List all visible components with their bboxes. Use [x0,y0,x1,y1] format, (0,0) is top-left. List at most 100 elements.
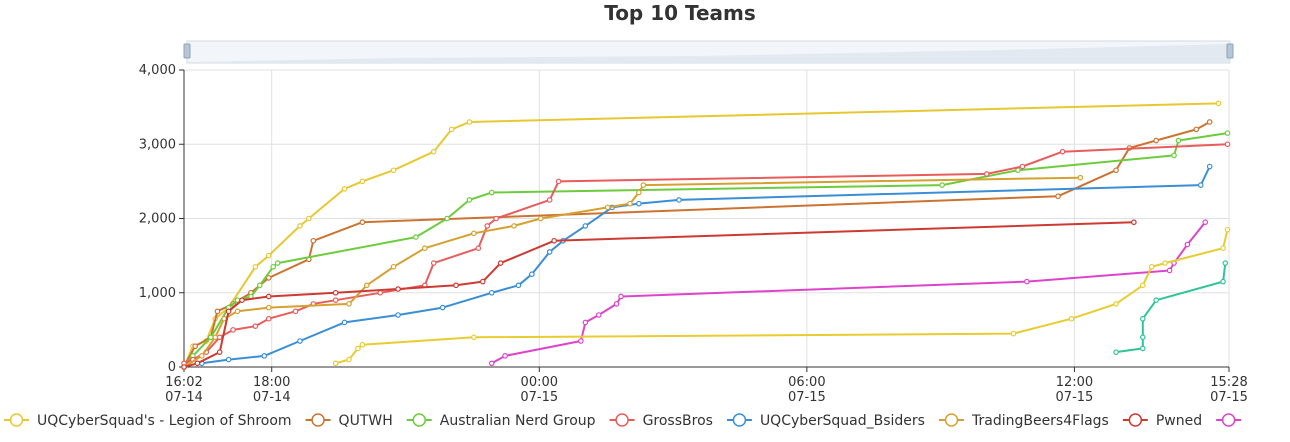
data-point[interactable] [214,308,221,315]
data-point[interactable] [395,286,401,292]
data-point[interactable] [471,334,477,341]
data-point[interactable] [1166,267,1173,274]
data-point[interactable] [439,304,446,311]
data-point[interactable] [1175,137,1182,144]
data-point[interactable] [488,289,495,296]
data-point[interactable] [466,119,473,125]
legend-item[interactable]: UQCyberSquad_Bsiders [726,413,925,429]
data-point[interactable] [265,252,272,259]
data-point[interactable] [1197,182,1204,188]
data-point[interactable] [1148,263,1155,270]
data-point[interactable] [274,260,281,266]
data-point[interactable] [1202,219,1209,226]
legend-item[interactable] [1216,413,1242,427]
data-point[interactable] [199,353,205,359]
data-point[interactable] [181,364,187,370]
legend-item[interactable]: UQCyberSquad's - Legion of Shroom [4,413,292,429]
legend-item[interactable]: TradingBeers4Flags [938,413,1109,429]
data-point[interactable] [1184,241,1191,248]
data-point[interactable] [230,327,236,333]
legend-item[interactable]: QUTWH [305,413,393,429]
data-point[interactable] [444,215,450,222]
data-point[interactable] [332,360,339,367]
data-point[interactable] [1220,278,1226,285]
data-point[interactable] [497,260,504,266]
data-point[interactable] [341,186,348,192]
data-point[interactable] [265,293,272,300]
data-point[interactable] [1153,297,1159,303]
data-point[interactable] [1220,245,1226,252]
data-point[interactable] [270,263,276,270]
zoom-slider-right-handle[interactable] [1226,43,1234,59]
data-point[interactable] [983,171,990,177]
data-point[interactable] [1162,260,1168,266]
data-point[interactable] [479,278,486,285]
data-point[interactable] [257,282,263,289]
data-point[interactable] [471,230,477,237]
data-point[interactable] [346,301,352,307]
data-point[interactable] [515,282,522,289]
data-point[interactable] [484,223,491,229]
data-point[interactable] [359,341,366,348]
data-point[interactable] [502,353,508,359]
data-point[interactable] [636,200,642,207]
data-point[interactable] [359,178,366,185]
data-point[interactable] [604,204,611,211]
data-point[interactable] [1024,278,1030,285]
data-point[interactable] [676,197,682,203]
data-point[interactable] [1113,349,1119,355]
data-point[interactable] [234,308,241,315]
data-point[interactable] [422,245,428,252]
data-point[interactable] [488,189,495,196]
data-point[interactable] [613,301,620,307]
data-point[interactable] [939,182,945,188]
legend-item[interactable]: Pwned [1122,413,1202,429]
data-point[interactable] [475,245,482,252]
data-point[interactable] [239,297,245,303]
data-point[interactable] [551,237,557,244]
data-point[interactable] [216,349,223,355]
data-point[interactable] [1222,260,1229,266]
data-point[interactable] [1224,141,1231,148]
data-point[interactable] [194,360,201,367]
legend-item[interactable]: GrossBros [609,413,713,429]
data-point[interactable] [511,223,517,229]
legend[interactable]: UQCyberSquad's - Legion of Shroom QUTWH Au… [4,413,1242,429]
data-point[interactable] [265,304,272,311]
data-point[interactable] [332,297,339,303]
data-point[interactable] [377,289,384,296]
data-point[interactable] [359,219,366,226]
data-point[interactable] [207,334,214,341]
data-point[interactable] [1153,137,1159,144]
data-point[interactable] [1068,315,1075,322]
zoom-slider[interactable] [183,40,1234,64]
data-point[interactable] [341,319,348,326]
data-point[interactable] [1113,301,1119,307]
zoom-slider-left-handle[interactable] [183,43,191,59]
data-point[interactable] [430,260,437,266]
data-point[interactable] [1139,315,1146,322]
data-point[interactable] [364,282,370,289]
data-point[interactable] [390,167,397,174]
data-point[interactable] [192,343,198,350]
data-point[interactable] [1139,282,1146,289]
data-point[interactable] [1139,345,1146,352]
data-point[interactable] [332,289,339,296]
data-point[interactable] [1055,193,1061,200]
data-point[interactable] [453,282,459,289]
data-point[interactable] [1171,152,1177,159]
data-point[interactable] [1206,119,1213,125]
data-point[interactable] [310,237,317,244]
data-point[interactable] [212,334,219,341]
data-point[interactable] [578,338,584,344]
data-point[interactable] [1215,100,1222,107]
data-point[interactable] [413,234,419,240]
data-point[interactable] [355,345,361,352]
data-point[interactable] [493,215,499,222]
data-point[interactable] [297,223,303,229]
data-point[interactable] [1206,163,1213,170]
data-point[interactable] [529,271,535,277]
data-point[interactable] [1113,167,1119,174]
data-point[interactable] [448,126,455,133]
data-point[interactable] [582,319,589,326]
